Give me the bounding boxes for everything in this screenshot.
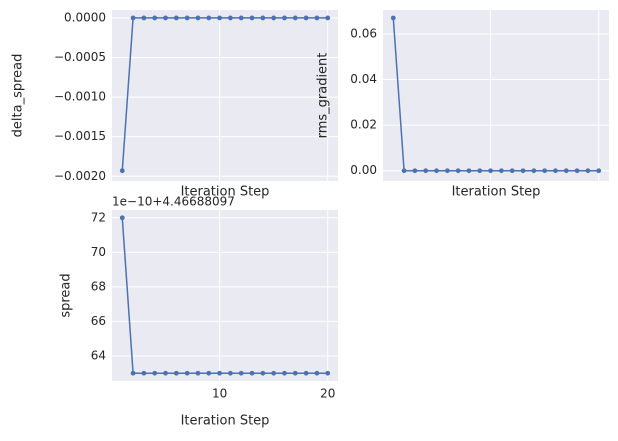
data-point	[184, 15, 190, 21]
y-axis-label: spread	[59, 273, 74, 317]
data-point	[228, 370, 233, 376]
data-point	[228, 15, 233, 21]
data-point	[325, 15, 331, 21]
data-point	[141, 15, 147, 21]
data-point	[195, 15, 201, 21]
data-point	[314, 15, 320, 21]
plot-area	[112, 10, 338, 181]
plot-area	[112, 210, 338, 381]
data-point	[282, 15, 287, 21]
data-point	[217, 370, 222, 376]
y-axis-label: rms_gradient	[316, 53, 331, 139]
x-tick-label: 20	[320, 387, 335, 401]
data-point	[163, 15, 168, 21]
data-point	[488, 168, 493, 174]
data-point	[163, 370, 168, 376]
data-point	[119, 168, 125, 174]
data-point	[217, 15, 222, 21]
data-point	[271, 370, 277, 376]
data-point	[325, 370, 331, 376]
data-point	[260, 370, 266, 376]
x-axis-label: Iteration Step	[181, 414, 270, 429]
data-point	[282, 370, 287, 376]
data-point	[292, 15, 298, 21]
data-point	[141, 370, 147, 376]
data-point	[412, 168, 418, 174]
y-axis-label: delta_spread	[11, 54, 26, 138]
data-point	[314, 370, 320, 376]
data-point	[574, 168, 580, 174]
data-point	[423, 168, 429, 174]
data-point	[553, 168, 558, 174]
data-point	[585, 168, 591, 174]
data-point	[303, 15, 309, 21]
y-tick-label: 72	[91, 210, 106, 224]
y-tick-label: 66	[91, 314, 106, 328]
data-point	[238, 15, 244, 21]
data-point	[206, 15, 212, 21]
x-axis-label: Iteration Step	[181, 185, 270, 200]
y-tick-label: 68	[91, 279, 106, 293]
data-point	[466, 168, 472, 174]
y-tick-label: 0.00	[350, 163, 377, 177]
x-tick-label: 10	[212, 387, 227, 401]
data-point	[249, 15, 255, 21]
data-point	[260, 15, 266, 21]
y-tick-label: 0.06	[350, 26, 377, 40]
y-tick-label: −0.0020	[54, 169, 106, 183]
data-point	[531, 168, 537, 174]
data-point	[401, 168, 407, 174]
data-point	[206, 370, 212, 376]
data-point	[499, 168, 504, 174]
data-point	[563, 168, 569, 174]
data-point	[152, 370, 158, 376]
x-axis-label: Iteration Step	[452, 185, 541, 200]
y-tick-label: 0.0000	[64, 10, 106, 24]
data-point	[455, 168, 461, 174]
data-point	[390, 15, 396, 21]
y-tick-label: 70	[91, 245, 106, 259]
y-tick-label: 0.04	[350, 72, 377, 86]
offset-text: 1e−10+4.46688097	[112, 195, 235, 209]
data-point	[184, 370, 190, 376]
data-point	[542, 168, 548, 174]
y-tick-label: 64	[91, 348, 106, 362]
data-point	[195, 370, 201, 376]
data-point	[249, 370, 255, 376]
data-point	[130, 15, 136, 21]
data-point	[119, 215, 125, 221]
data-point	[477, 168, 483, 174]
data-point	[303, 370, 309, 376]
data-point	[596, 168, 602, 174]
data-point	[520, 168, 526, 174]
data-point	[292, 370, 298, 376]
data-point	[271, 15, 277, 21]
y-tick-label: 0.02	[350, 118, 377, 132]
data-point	[444, 168, 450, 174]
data-point	[238, 370, 244, 376]
data-point	[434, 168, 439, 174]
data-point	[173, 370, 179, 376]
data-point	[509, 168, 515, 174]
data-point	[152, 15, 158, 21]
y-tick-label: −0.0010	[54, 90, 106, 104]
data-point	[130, 370, 136, 376]
data-point	[173, 15, 179, 21]
y-tick-label: −0.0015	[54, 129, 106, 143]
y-tick-label: −0.0005	[54, 50, 106, 64]
plot-area	[383, 10, 609, 181]
